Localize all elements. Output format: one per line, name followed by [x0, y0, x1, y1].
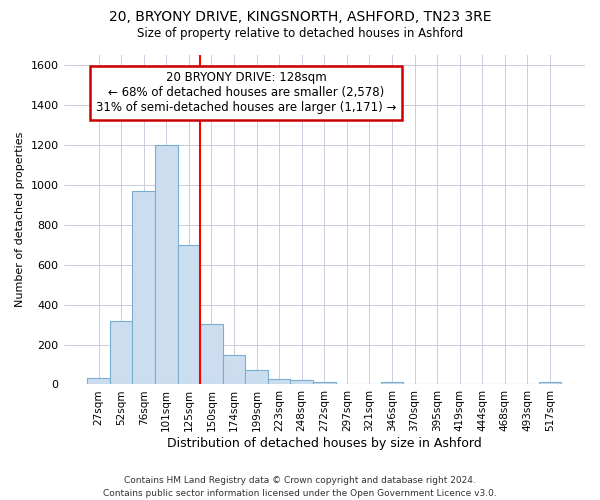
Bar	[290, 380, 313, 384]
Text: 20 BRYONY DRIVE: 128sqm
← 68% of detached houses are smaller (2,578)
31% of semi: 20 BRYONY DRIVE: 128sqm ← 68% of detache…	[96, 72, 396, 114]
Bar	[223, 354, 245, 384]
Bar	[110, 320, 133, 384]
Bar	[155, 145, 178, 384]
Bar	[87, 378, 110, 384]
Bar	[200, 324, 223, 384]
Bar	[539, 382, 561, 384]
Bar	[245, 370, 268, 384]
Bar	[178, 244, 200, 384]
Text: 20, BRYONY DRIVE, KINGSNORTH, ASHFORD, TN23 3RE: 20, BRYONY DRIVE, KINGSNORTH, ASHFORD, T…	[109, 10, 491, 24]
Bar	[133, 191, 155, 384]
X-axis label: Distribution of detached houses by size in Ashford: Distribution of detached houses by size …	[167, 437, 482, 450]
Text: Size of property relative to detached houses in Ashford: Size of property relative to detached ho…	[137, 28, 463, 40]
Bar	[381, 382, 403, 384]
Y-axis label: Number of detached properties: Number of detached properties	[15, 132, 25, 308]
Bar	[268, 380, 290, 384]
Bar	[313, 382, 335, 384]
Text: Contains HM Land Registry data © Crown copyright and database right 2024.
Contai: Contains HM Land Registry data © Crown c…	[103, 476, 497, 498]
